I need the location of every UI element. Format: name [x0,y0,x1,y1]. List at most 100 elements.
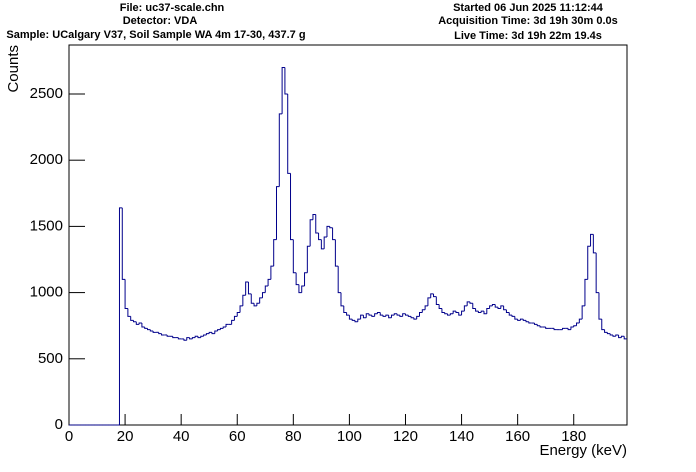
x-tick-label: 60 [229,428,246,445]
x-tick-label: 80 [285,428,302,445]
histogram-bin [545,327,549,329]
histogram-bin [309,219,313,247]
x-tick-label: 140 [449,428,474,445]
header-line: Live Time: 3d 19h 22m 19.4s [454,30,602,42]
histogram-bin [186,337,190,341]
histogram-bin [346,312,350,316]
histogram-bin [528,321,532,324]
x-tick-label: 180 [561,428,586,445]
histogram-bin [567,328,571,331]
y-tick-label: 1500 [30,217,63,234]
histogram-bin [486,307,490,314]
y-axis-title: Counts [5,45,22,93]
histogram-bin [421,309,426,313]
histogram-bin [189,337,193,340]
histogram-bin [161,333,165,336]
x-axis-title: Energy (keV) [539,442,627,459]
histogram-bin [144,327,148,329]
histogram-bin [245,281,249,296]
histogram-bin [194,335,198,338]
histogram-bin [441,308,445,313]
histogram-bin [466,301,470,306]
histogram-bin [379,312,384,316]
x-tick-label: 40 [173,428,190,445]
histogram-bin [225,323,229,328]
header-line: Detector: VDA [123,15,198,27]
histogram-bin [469,301,473,304]
histogram-bin [500,305,504,309]
histogram-bin [318,233,322,241]
histogram-bin [494,304,499,308]
histogram-bin [388,315,392,319]
histogram-bin [147,328,151,331]
histogram-bin [177,337,182,340]
histogram-bin [304,272,308,286]
histogram-bin [536,324,541,327]
histogram-bin [236,311,241,317]
histogram-bin [197,336,201,339]
histogram-bin [141,323,145,328]
histogram-bin [390,314,395,318]
histogram-bin [455,311,459,313]
histogram-bin [250,293,255,304]
histogram-bin [172,336,176,339]
histogram-bin [348,315,353,320]
histogram-bin [132,320,137,323]
y-tick-label: 2000 [30,151,63,168]
histogram-bin [351,319,356,321]
histogram-bin [365,313,370,318]
histogram-bin [121,207,126,280]
histogram-bin [382,315,386,317]
histogram-bin [253,303,257,307]
histogram-bin [438,304,442,309]
histogram-bin [447,313,451,316]
histogram-bin [239,305,243,313]
histogram-bin [290,173,294,241]
histogram-bin [360,314,364,320]
histogram-bin [312,213,316,220]
histogram-bin [444,312,448,315]
histogram-bin [609,333,613,336]
histogram-bin [298,284,302,294]
histogram-bin [124,279,128,309]
histogram-bin [410,316,414,319]
histogram-bin [413,317,417,320]
histogram-bin [334,239,339,267]
histogram-bin [399,315,403,317]
histogram-bin [368,313,372,316]
histogram-bin [127,308,131,317]
x-tick-label: 120 [393,428,418,445]
histogram-bin [620,335,625,338]
x-tick-label: 100 [337,428,362,445]
histogram-bin [519,318,524,321]
histogram-bin [259,297,263,304]
histogram-bin [449,313,454,316]
histogram-bin [424,305,428,310]
histogram-bin [576,322,580,326]
histogram-bin [497,307,501,309]
histogram-bin [329,226,333,229]
x-tick-label: 160 [505,428,530,445]
histogram-bin [135,321,140,325]
y-tick-label: 500 [38,350,63,367]
histogram-bin [480,310,484,313]
histogram-bin [419,311,423,317]
histogram-bin [371,315,375,317]
histogram-bin [222,326,227,329]
histogram-bin [477,311,482,313]
histogram-bin [256,302,260,306]
histogram-bin [396,313,400,316]
histogram-bin [458,312,462,316]
histogram-bin [138,322,142,325]
histogram-bin [357,318,361,322]
histogram-bin [332,227,336,241]
histogram-bin [270,265,274,280]
histogram-bin [130,316,134,321]
histogram-bin [214,330,218,334]
histogram-bin [514,316,518,320]
y-tick-label: 1000 [30,284,63,301]
histogram-bin [570,326,574,330]
histogram-bin [261,292,266,298]
histogram-bin [362,315,367,319]
histogram-bin [618,334,622,339]
